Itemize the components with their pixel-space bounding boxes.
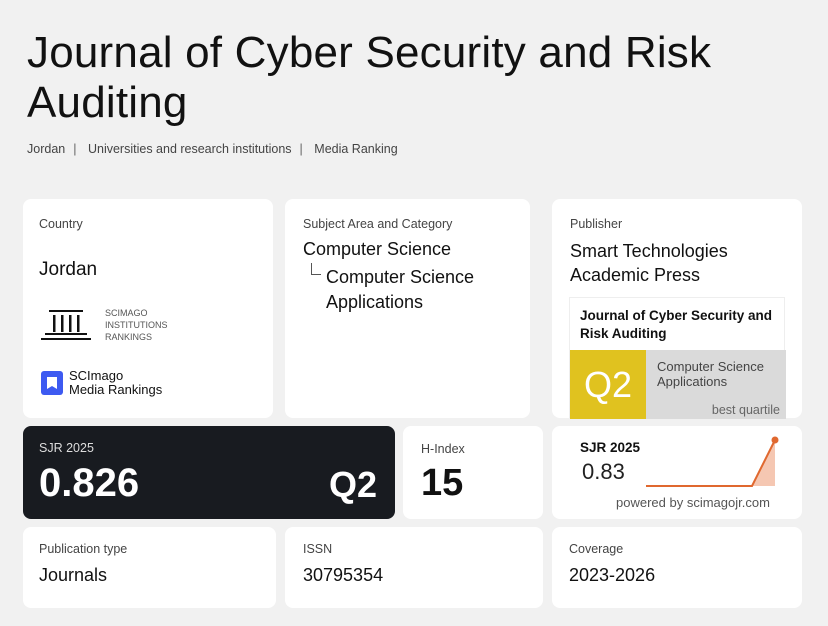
breadcrumb-media[interactable]: Media Ranking (314, 142, 398, 156)
sparkline-line (646, 439, 776, 487)
sjr-sparkline (646, 436, 779, 487)
country-label: Country (39, 217, 83, 231)
sparkline-point (771, 436, 779, 444)
breadcrumb: Jordan | Universities and research instit… (27, 142, 398, 156)
pubtype-card: Publication type Journals (23, 527, 276, 608)
hindex-card: H-Index 15 (403, 426, 543, 519)
issn-card: ISSN 30795354 (285, 527, 543, 608)
sjr-card: SJR 2025 0.826 Q2 (23, 426, 395, 519)
quartile-badge: Q2 (570, 350, 646, 419)
country-card: Country Jordan SCIMAGO INSTITUTIONS RANK… (23, 199, 273, 418)
publisher-card: Publisher Smart Technologies Academic Pr… (552, 199, 802, 419)
smr-logo[interactable]: SCImago Media Rankings (41, 369, 162, 397)
hindex-value: 15 (421, 462, 464, 504)
publisher-label: Publisher (570, 217, 623, 231)
breadcrumb-institutions[interactable]: Universities and research institutions (87, 142, 292, 156)
tree-connector-icon (311, 263, 321, 275)
sjr-quartile: Q2 (328, 464, 377, 505)
sjr-value: 0.826 (39, 461, 140, 505)
country-value[interactable]: Jordan (39, 259, 98, 280)
coverage-card: Coverage 2023-2026 (552, 527, 802, 608)
smr-icon (41, 371, 63, 395)
subject-area[interactable]: Computer Science (303, 239, 452, 259)
publisher-value[interactable]: Smart Technologies Academic Press (570, 241, 728, 285)
sir-logo[interactable]: SCIMAGO INSTITUTIONS RANKINGS (41, 307, 175, 343)
subject-category[interactable]: Computer Science Applications (326, 267, 475, 312)
institution-icon (41, 310, 91, 340)
page-title: Journal of Cyber Security and Risk Audit… (27, 28, 712, 127)
quartile-widget[interactable]: Journal of Cyber Security and Risk Audit… (569, 297, 786, 419)
subject-card: Subject Area and Category Computer Scien… (285, 199, 530, 418)
breadcrumb-country[interactable]: Jordan (27, 142, 66, 156)
subject-label: Subject Area and Category (303, 217, 453, 231)
sjr-widget[interactable]: SJR 2025 0.83 powered by scimagojr.com (552, 426, 802, 519)
